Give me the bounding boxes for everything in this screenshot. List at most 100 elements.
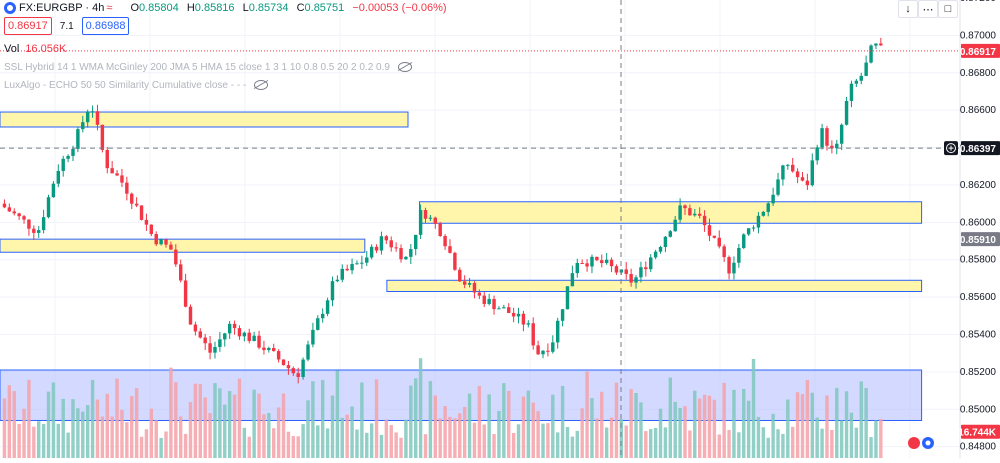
volume-bar xyxy=(12,391,16,458)
candle-body xyxy=(531,323,535,346)
candle-body xyxy=(609,259,614,267)
volume-bar xyxy=(844,391,849,458)
candle-body xyxy=(369,246,374,258)
volume-bar xyxy=(325,428,330,458)
more-button[interactable]: ⋯ xyxy=(918,0,938,18)
volume-bar xyxy=(37,421,41,458)
indicator-ssl-hybrid[interactable]: SSL Hybrid 14 1 WMA McGinley 200 JMA 5 H… xyxy=(4,62,412,73)
volume-bar xyxy=(66,432,70,458)
sell-button[interactable]: 0.86917 xyxy=(4,17,52,35)
collapse-button[interactable]: ↓ xyxy=(898,0,918,18)
volume-value: 16.056K xyxy=(25,43,67,55)
volume-bar xyxy=(345,414,349,458)
price-tick-label: 0.84800 xyxy=(960,442,997,453)
volume-bar xyxy=(511,432,516,458)
candle-body xyxy=(71,148,75,156)
price-tick-label: 0.85400 xyxy=(960,329,997,340)
candle-body xyxy=(218,339,222,348)
candle-body xyxy=(555,320,560,343)
volume-bar xyxy=(492,433,496,458)
candle-body xyxy=(634,277,638,283)
volume-bar xyxy=(154,420,158,458)
volume-bar xyxy=(399,437,403,458)
high-value: 0.85816 xyxy=(194,2,235,14)
volume-bar xyxy=(130,396,134,458)
candle-body xyxy=(174,249,178,265)
volume-bar xyxy=(183,433,188,458)
crosshair-plus-icon[interactable] xyxy=(944,141,958,156)
volume-legend[interactable]: Vol 16.056K xyxy=(4,43,66,55)
candle-body xyxy=(497,308,501,310)
candle-body xyxy=(428,217,433,219)
maximize-button[interactable]: □ xyxy=(938,0,958,18)
candle-body xyxy=(810,160,815,186)
volume-bar xyxy=(497,410,501,458)
candle-body xyxy=(443,236,447,247)
volume-bar xyxy=(41,424,46,458)
volume-bar xyxy=(335,370,340,458)
volume-bar xyxy=(276,407,281,458)
indicator-label: LuxAlgo - ECHO 50 50 Similarity Cumulati… xyxy=(4,80,247,91)
volume-bar xyxy=(208,413,212,458)
candle-body xyxy=(536,345,540,355)
volume-bar xyxy=(257,393,261,458)
volume-bar xyxy=(560,385,565,458)
candle-body xyxy=(839,124,844,144)
volume-bar xyxy=(854,427,859,458)
flash-icon[interactable] xyxy=(908,437,920,449)
volume-bar xyxy=(800,394,805,458)
candle-body xyxy=(516,313,521,317)
candle-body xyxy=(32,228,36,233)
candle-body xyxy=(678,205,682,220)
volume-bar xyxy=(756,416,761,458)
trade-row: 0.86917 7.1 0.86988 xyxy=(4,17,130,35)
candle-body xyxy=(859,75,863,81)
volume-label: Vol xyxy=(4,43,20,55)
candle-body xyxy=(732,262,736,274)
indicator-luxalgo-echo[interactable]: LuxAlgo - ECHO 50 50 Similarity Cumulati… xyxy=(4,80,269,91)
candle-body xyxy=(761,211,766,216)
volume-bar xyxy=(859,381,863,458)
volume-bar xyxy=(458,413,462,458)
volume-bar xyxy=(737,432,741,458)
volume-bar xyxy=(306,400,310,458)
candle-body xyxy=(526,323,531,325)
close-value: 0.85751 xyxy=(304,2,345,14)
price-label-text: 0.86917 xyxy=(960,47,997,58)
price-label-volume xyxy=(961,424,1000,439)
buy-button[interactable]: 0.86988 xyxy=(81,17,130,35)
volume-bar xyxy=(56,423,61,458)
eye-hidden-icon[interactable] xyxy=(254,80,269,91)
volume-bar xyxy=(374,379,379,458)
volume-bar xyxy=(193,383,198,458)
candle-body xyxy=(668,231,673,237)
price-tick-label: 0.86000 xyxy=(960,217,997,228)
volume-bar xyxy=(546,423,550,458)
candle-body xyxy=(262,347,266,351)
candle-body xyxy=(365,257,369,263)
volume-bar xyxy=(223,404,227,458)
volume-bar xyxy=(761,427,766,458)
candle-body xyxy=(649,257,653,270)
eye-hidden-icon[interactable] xyxy=(397,62,412,73)
candle-body xyxy=(874,43,878,46)
volume-bar xyxy=(746,400,751,458)
candle-body xyxy=(399,248,403,260)
symbol-label[interactable]: FX:EURGBP · 4h xyxy=(19,2,105,14)
volume-bar xyxy=(95,399,100,458)
volume-bar xyxy=(311,381,315,458)
candle-body xyxy=(41,217,46,231)
candle-body xyxy=(614,266,619,273)
volume-bar xyxy=(139,436,144,458)
volume-bar xyxy=(46,391,51,458)
volume-bar xyxy=(242,427,247,458)
candle-body xyxy=(296,373,300,378)
volume-bar xyxy=(727,429,731,458)
volume-bar xyxy=(120,409,124,458)
volume-bar xyxy=(619,419,624,458)
candle-body xyxy=(61,158,65,172)
candle-body xyxy=(154,234,158,245)
volume-bar xyxy=(776,429,780,458)
